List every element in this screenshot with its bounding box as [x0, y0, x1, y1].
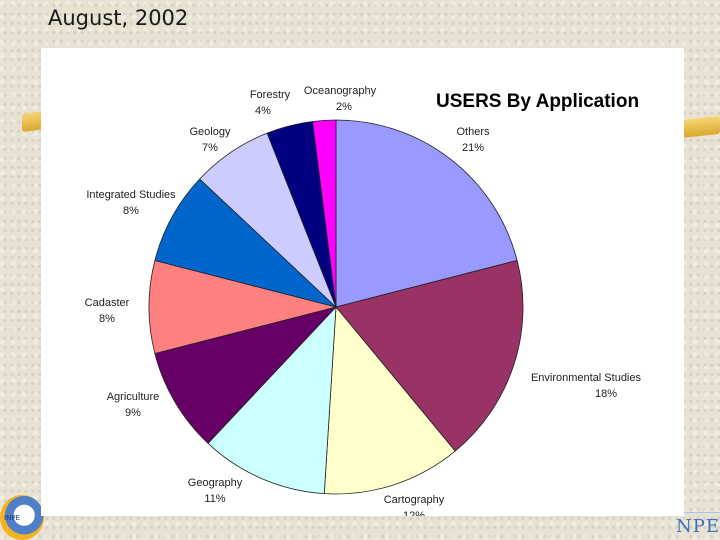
slice-label: Agriculture [107, 391, 160, 403]
slice-percent: 12% [403, 510, 425, 516]
slice-percent: 2% [336, 101, 352, 113]
pie-slice-cartography [323, 305, 456, 495]
inpe-logo-icon [0, 495, 44, 540]
brand-text: NPE [676, 516, 720, 537]
slice-percent: 9% [125, 407, 141, 419]
pie-slice-environmental-studies [335, 260, 524, 452]
pie-slice-others [335, 119, 518, 308]
pie-slice-integrated-studies [154, 178, 337, 308]
logo-text: INPE [4, 514, 20, 522]
pie-slice-geography [207, 305, 337, 495]
slice-percent: 11% [204, 493, 225, 505]
slice-label: Environmental Studies [531, 372, 642, 384]
slice-percent: 7% [202, 142, 218, 154]
decorative-stripe-right [680, 115, 720, 139]
chart-title: USERS By Application [436, 91, 639, 112]
pie-slice-cadaster [148, 260, 337, 354]
slice-percent: 8% [99, 313, 115, 325]
slice-label: Cartography [384, 494, 445, 506]
slice-label: Cadaster [85, 297, 130, 309]
pie-slices [148, 119, 524, 495]
slice-label: Others [456, 126, 490, 138]
pie-slice-agriculture [154, 306, 338, 444]
slice-label: Geology [190, 126, 231, 138]
slice-percent: 21% [462, 142, 484, 154]
slice-label: Integrated Studies [86, 189, 176, 201]
slice-percent: 4% [255, 105, 271, 117]
slice-label: Oceanography [304, 85, 377, 97]
pie-chart: USERS By Application Others 21% Environmen… [85, 85, 642, 522]
slice-label: Forestry [250, 89, 291, 101]
slice-label: Geography [188, 477, 243, 489]
pie-labels: Others 21% Environmental Studies 18% Cartogr… [85, 85, 642, 522]
pie-slice-oceanography [312, 119, 337, 308]
slice-percent: 18% [595, 388, 617, 400]
slice-percent: 8% [123, 205, 139, 217]
chart-panel: USERS By Application Others 21% Environmen… [41, 48, 684, 522]
slide-date: August, 2002 [48, 6, 189, 30]
